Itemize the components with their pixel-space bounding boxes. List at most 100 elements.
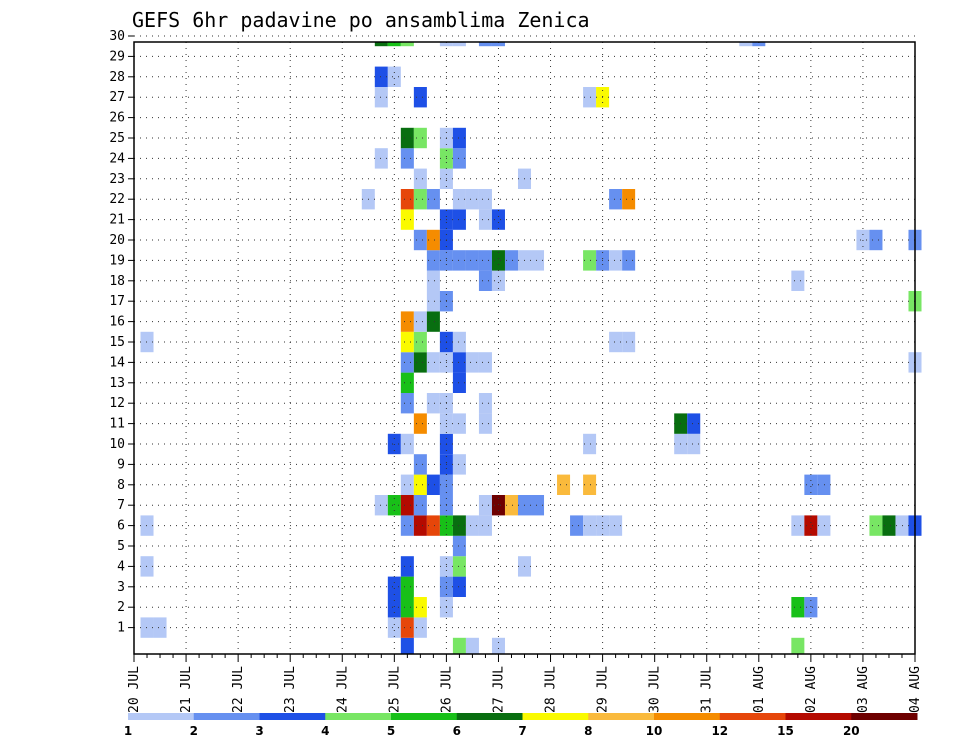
heatmap-cell bbox=[687, 433, 701, 455]
y-tick-label: 4 bbox=[117, 559, 125, 574]
heatmap-cell bbox=[895, 515, 909, 536]
heatmap-cell bbox=[426, 291, 440, 312]
colorbar: 1 2 3 4 5 6 7 8 10 12 15 20 bbox=[124, 713, 918, 738]
heatmap-cell bbox=[426, 311, 440, 332]
y-tick-label: 21 bbox=[109, 213, 125, 228]
heatmap-cell bbox=[400, 148, 414, 169]
y-tick-label: 30 bbox=[109, 29, 125, 44]
heatmap-cell bbox=[504, 250, 518, 271]
heatmap-cell bbox=[491, 209, 505, 230]
heatmap-cell bbox=[374, 148, 388, 169]
y-tick-label: 22 bbox=[109, 192, 125, 207]
colorbar-swatch bbox=[193, 713, 260, 720]
heatmap-cell bbox=[452, 637, 466, 654]
heatmap-cell bbox=[400, 189, 414, 210]
heatmap-cell bbox=[869, 515, 883, 536]
heatmap-cell bbox=[478, 209, 492, 230]
x-tick-label: 04 AUG bbox=[908, 666, 923, 713]
colorbar-swatch bbox=[654, 713, 721, 720]
colorbar-label: 4 bbox=[321, 724, 329, 738]
heatmap-cell bbox=[491, 637, 505, 654]
heatmap-cell bbox=[400, 372, 414, 393]
heatmap-cell bbox=[869, 229, 883, 251]
heatmap-cell bbox=[452, 42, 466, 47]
colorbar-label: 2 bbox=[190, 724, 198, 738]
colorbar-swatch bbox=[522, 713, 589, 720]
heatmap-cell bbox=[400, 393, 414, 414]
y-tick-label: 12 bbox=[109, 396, 125, 411]
heatmap-cell bbox=[400, 576, 414, 597]
heatmap-cell bbox=[465, 515, 479, 536]
heatmap-cell bbox=[400, 331, 414, 353]
y-tick-label: 17 bbox=[109, 294, 125, 309]
heatmap-cell bbox=[557, 474, 571, 495]
heatmap-cell bbox=[413, 454, 427, 475]
heatmap-cell bbox=[426, 515, 440, 536]
y-tick-label: 15 bbox=[109, 335, 125, 350]
heatmap-cell bbox=[478, 495, 492, 516]
y-tick-label: 6 bbox=[117, 519, 125, 534]
x-tick-label: 20 JUL bbox=[127, 666, 142, 713]
colorbar-swatch bbox=[719, 713, 786, 720]
heatmap-cell bbox=[400, 311, 414, 332]
colorbar-swatch bbox=[128, 713, 195, 720]
heatmap-cell bbox=[452, 209, 466, 230]
heatmap-cell bbox=[583, 474, 597, 495]
heatmap-cell bbox=[791, 270, 805, 291]
x-tick-label: 22 JUL bbox=[231, 666, 246, 713]
heatmap-cell bbox=[531, 250, 545, 271]
colorbar-label: 10 bbox=[646, 724, 663, 738]
heatmap-cell bbox=[478, 42, 492, 47]
heatmap-cell bbox=[491, 270, 505, 291]
heatmap-cell bbox=[478, 413, 492, 434]
y-tick-label: 13 bbox=[109, 376, 125, 391]
heatmap-cell bbox=[452, 535, 466, 557]
chart-title: GEFS 6hr padavine po ansamblima Zenica bbox=[132, 8, 590, 32]
y-tick-label: 16 bbox=[109, 315, 125, 330]
y-tick-label: 26 bbox=[109, 111, 125, 126]
colorbar-label: 8 bbox=[584, 724, 592, 738]
x-tick-label: 24 JUL bbox=[335, 666, 350, 713]
heatmap-cell bbox=[374, 66, 388, 87]
heatmap-cell bbox=[465, 637, 479, 654]
heatmap-cell bbox=[413, 127, 427, 149]
heatmap-cell bbox=[400, 597, 414, 618]
colorbar-label: 3 bbox=[255, 724, 263, 738]
heatmap-cell bbox=[400, 637, 414, 654]
heatmap-cell bbox=[387, 576, 401, 597]
heatmap-cell bbox=[465, 250, 479, 271]
heatmap-cell bbox=[804, 474, 818, 495]
heatmap-cell bbox=[791, 597, 805, 618]
colorbar-swatch bbox=[259, 713, 326, 720]
x-tick-label: 21 JUL bbox=[179, 666, 194, 713]
heatmap-cell bbox=[387, 42, 401, 47]
x-tick-label: 28 JUL bbox=[544, 666, 559, 713]
heatmap-cell bbox=[478, 352, 492, 373]
grid-layer bbox=[134, 35, 916, 654]
heatmap-cell bbox=[478, 250, 492, 271]
heatmap-cell bbox=[622, 250, 636, 271]
colorbar-label: 7 bbox=[518, 724, 526, 738]
heatmap-cell bbox=[817, 474, 831, 495]
heatmap-cell bbox=[570, 515, 584, 536]
heatmap-cell bbox=[413, 189, 427, 210]
colorbar-label: 20 bbox=[843, 724, 860, 738]
y-tick-label: 18 bbox=[109, 274, 125, 289]
heatmap-cell bbox=[478, 393, 492, 414]
heatmap-cell bbox=[413, 229, 427, 251]
heatmap-cell bbox=[400, 352, 414, 373]
heatmap-cell bbox=[817, 515, 831, 536]
y-tick-label: 19 bbox=[109, 253, 125, 268]
cells-layer bbox=[140, 42, 922, 654]
heatmap-cell bbox=[413, 352, 427, 373]
x-tick-label: 03 AUG bbox=[856, 666, 871, 713]
heatmap-cell bbox=[426, 229, 440, 251]
y-tick-label: 2 bbox=[117, 600, 125, 615]
heatmap-cell bbox=[882, 515, 896, 536]
heatmap-cell bbox=[426, 270, 440, 291]
colorbar-label: 12 bbox=[711, 724, 728, 738]
heatmap-cell bbox=[439, 42, 453, 47]
heatmap-cell bbox=[400, 495, 414, 516]
heatmap-cell bbox=[465, 189, 479, 210]
